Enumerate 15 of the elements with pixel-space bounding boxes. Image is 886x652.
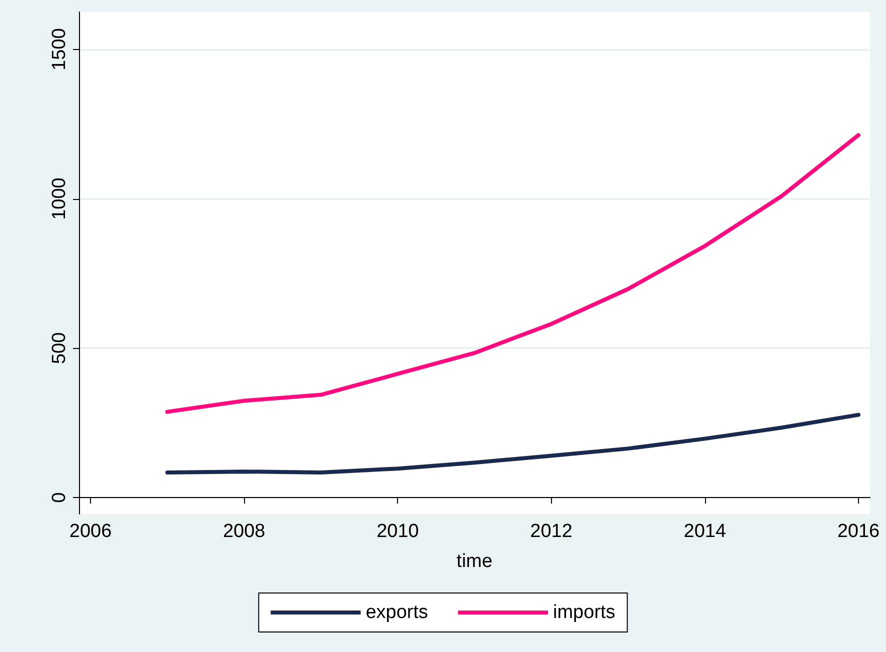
legend-label: exports bbox=[366, 602, 428, 623]
y-tick-label: 500 bbox=[49, 332, 70, 364]
y-tick-label: 0 bbox=[49, 492, 70, 503]
x-axis-title: time bbox=[456, 551, 492, 572]
x-tick-label: 2010 bbox=[376, 521, 419, 542]
x-tick-label: 2016 bbox=[837, 521, 880, 542]
line-series bbox=[165, 412, 860, 474]
legend-label: imports bbox=[553, 602, 616, 623]
x-tick-label: 2012 bbox=[530, 521, 572, 542]
x-tick-label: 2006 bbox=[69, 521, 112, 542]
y-tick-label: 1500 bbox=[49, 28, 70, 70]
x-tick-label: 2014 bbox=[684, 521, 726, 542]
y-tick-label: 1000 bbox=[49, 178, 70, 220]
x-tick-label: 2008 bbox=[222, 521, 266, 542]
line-series bbox=[165, 133, 860, 414]
